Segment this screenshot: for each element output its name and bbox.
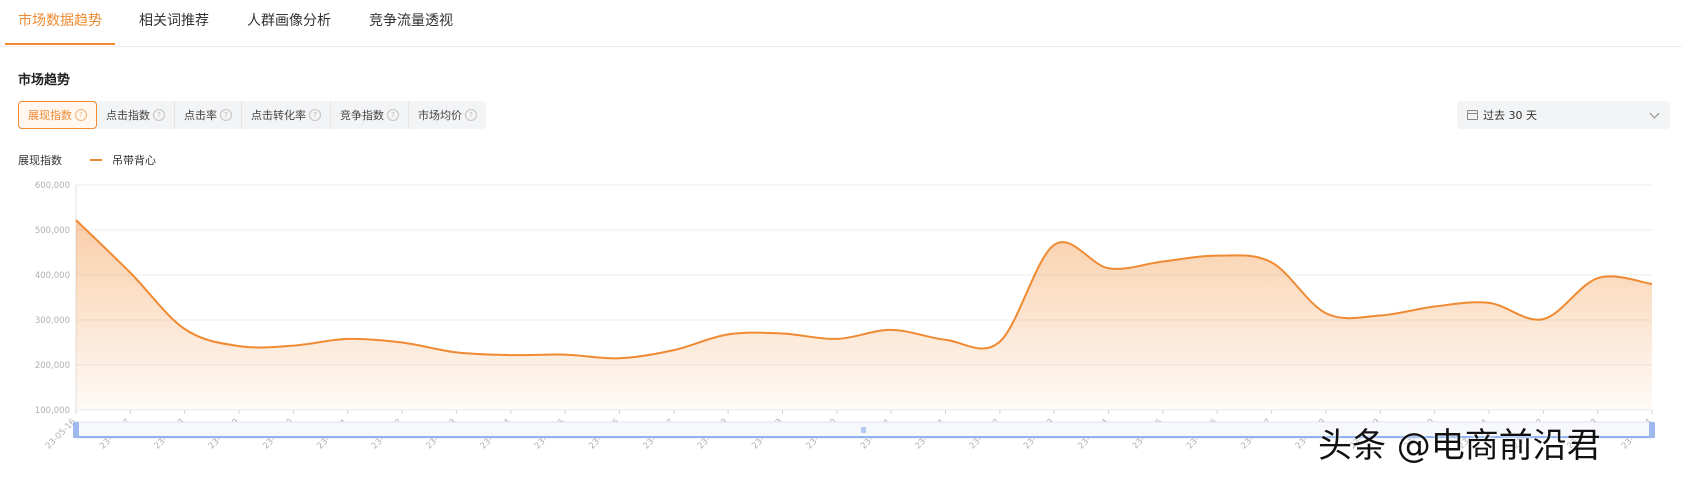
tab-competition-traffic[interactable]: 竞争流量透视 — [369, 13, 453, 29]
tab-related-words[interactable]: 相关词推荐 — [139, 13, 209, 29]
metric-selector: 展现指数? 点击指数? 点击率? 点击转化率? 竞争指数? 市场均价? — [18, 101, 486, 129]
data-point — [835, 337, 839, 341]
chart-legend: 展现指数 吊带背心 — [18, 152, 156, 168]
data-point — [1487, 301, 1491, 305]
help-icon: ? — [220, 109, 232, 121]
legend-swatch — [90, 159, 102, 161]
trend-chart: 600,000 500,000 400,000 300,000 200,000 100,0… — [35, 181, 1655, 451]
y-tick-label: 300,000 — [35, 316, 70, 326]
y-tick-label: 400,000 — [35, 271, 70, 281]
watermark: 头条 @电商前沿君 — [1318, 426, 1601, 466]
data-point — [998, 340, 1002, 344]
y-tick-label: 600,000 — [35, 181, 70, 191]
data-point — [1107, 266, 1111, 270]
metric-click-index[interactable]: 点击指数? — [97, 101, 175, 129]
data-point — [1378, 314, 1382, 318]
metric-click-rate[interactable]: 点击率? — [175, 101, 242, 129]
tab-audience-profile[interactable]: 人群画像分析 — [247, 13, 331, 29]
data-point — [1324, 311, 1328, 315]
data-point — [291, 344, 295, 348]
metric-market-avg-price[interactable]: 市场均价? — [409, 101, 486, 129]
data-point — [1541, 317, 1545, 321]
metric-label: 点击转化率 — [251, 109, 306, 122]
series-line — [75, 219, 1653, 360]
section-title: 市场趋势 — [18, 73, 71, 88]
data-point — [889, 328, 893, 332]
zoom-slider-selection — [76, 436, 1652, 438]
zoom-drag-handle[interactable] — [861, 427, 866, 433]
data-point — [509, 353, 513, 357]
metric-conversion-rate[interactable]: 点击转化率? — [242, 101, 331, 129]
data-point — [400, 341, 404, 345]
data-point — [1161, 260, 1165, 264]
help-icon: ? — [153, 109, 165, 121]
zoom-handle-left[interactable] — [73, 422, 79, 438]
data-point — [183, 327, 187, 331]
data-point — [346, 337, 350, 341]
data-point — [1270, 260, 1274, 264]
data-point — [1433, 305, 1437, 309]
data-point — [672, 348, 676, 352]
legend-series-name[interactable]: 吊带背心 — [112, 154, 156, 167]
zoom-handle-right[interactable] — [1649, 422, 1655, 438]
date-range-value: 过去 30 天 — [1483, 109, 1537, 122]
chevron-down-icon — [1649, 108, 1660, 119]
data-point — [1052, 243, 1056, 247]
tab-bar: 市场数据趋势 相关词推荐 人群画像分析 竞争流量透视 — [0, 0, 1682, 47]
metric-label: 点击指数 — [106, 109, 150, 122]
metric-competition-index[interactable]: 竞争指数? — [331, 101, 409, 129]
data-point — [1215, 254, 1219, 258]
help-icon: ? — [309, 109, 321, 121]
help-icon: ? — [387, 109, 399, 121]
data-point — [74, 218, 78, 222]
data-point — [563, 353, 567, 357]
metric-label: 市场均价 — [418, 109, 462, 122]
y-tick-label: 200,000 — [35, 361, 70, 371]
data-point — [1650, 282, 1654, 286]
tab-market-trend[interactable]: 市场数据趋势 — [18, 13, 102, 29]
x-tick-label: 23-05-16 — [44, 417, 78, 451]
legend-metric-label: 展现指数 — [18, 154, 62, 167]
data-point — [617, 356, 621, 360]
series-area — [76, 220, 1652, 410]
data-point — [1596, 276, 1600, 280]
calendar-icon — [1467, 110, 1478, 120]
data-point — [454, 350, 458, 354]
y-tick-label: 500,000 — [35, 226, 70, 236]
data-point — [128, 271, 132, 275]
active-tab-indicator — [5, 43, 115, 45]
metric-impression-index[interactable]: 展现指数? — [18, 101, 97, 129]
metric-label: 点击率 — [184, 109, 217, 122]
date-range-select[interactable]: 过去 30 天 — [1457, 101, 1670, 129]
data-point — [780, 332, 784, 336]
data-point — [237, 344, 241, 348]
y-tick-label: 100,000 — [35, 406, 70, 416]
metric-label: 展现指数 — [28, 109, 72, 122]
help-icon: ? — [465, 109, 477, 121]
data-point — [944, 338, 948, 342]
metric-label: 竞争指数 — [340, 109, 384, 122]
data-point — [726, 332, 730, 336]
help-icon: ? — [75, 109, 87, 121]
